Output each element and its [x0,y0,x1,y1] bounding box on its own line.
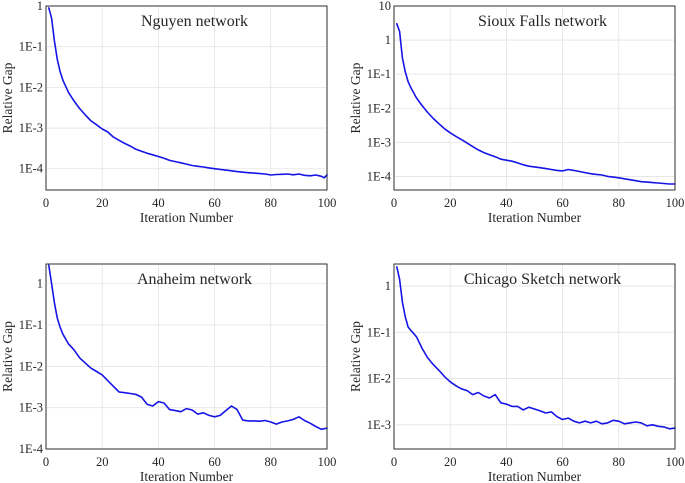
x-tick-label: 100 [666,455,685,469]
x-axis-label: Iteration Number [488,210,582,225]
x-tick-label: 0 [391,196,397,210]
x-axis-label: Iteration Number [140,469,234,483]
y-axis-label: Relative Gap [0,321,15,392]
x-tick-label: 40 [500,196,513,210]
x-tick-label: 40 [152,455,165,469]
y-tick-label: 1E-2 [367,101,391,115]
y-tick-label: 1E-3 [19,401,43,415]
plot-area [45,263,328,450]
x-tick-label: 100 [666,196,685,210]
y-tick-label: 1 [385,33,391,47]
y-tick-label: 10 [379,0,392,13]
chart-title: Sioux Falls network [478,13,607,30]
y-tick-label: 1E-4 [19,442,44,456]
x-tick-label: 80 [613,455,626,469]
axes-frame [45,5,328,191]
x-tick-label: 80 [613,196,626,210]
series-line [47,264,328,431]
y-tick-label: 1E-4 [367,169,392,183]
x-tick-label: 60 [208,196,221,210]
y-tick-label: 1E-1 [19,40,43,54]
panel-anaheim: 0 20 40 60 80 100 1E-4 1E-3 1E-2 1E-1 1 Anaheim net… [0,263,337,483]
series-line [395,22,676,185]
plot-area [393,5,676,191]
chart-title: Chicago Sketch network [464,271,621,288]
x-tick-label: 20 [444,455,457,469]
chart-title: Nguyen network [141,13,248,30]
axes-frame [393,5,676,191]
axes-frame [393,263,676,450]
y-tick-label: 1E-4 [19,162,44,176]
axes-frame [45,263,328,450]
plot-area [45,5,328,191]
y-tick-label: 1E-1 [19,318,43,332]
panel-chicago-sketch: 0 20 40 60 80 100 1E-3 1E-2 1E-1 1 Chicago Sketch … [348,263,685,483]
series-line [395,266,676,430]
y-tick-label: 1E-2 [19,359,43,373]
y-axis-label: Relative Gap [0,62,15,133]
x-tick-label: 60 [556,196,569,210]
y-axis-label: Relative Gap [348,62,363,133]
x-tick-label: 100 [318,455,337,469]
x-tick-label: 20 [96,455,109,469]
y-tick-label: 1 [37,0,43,13]
x-tick-label: 80 [265,455,278,469]
x-axis-label: Iteration Number [488,469,582,483]
x-tick-label: 20 [444,196,457,210]
series-line [47,7,328,179]
x-tick-label: 40 [152,196,165,210]
y-tick-label: 1E-2 [367,372,391,386]
x-tick-label: 60 [556,455,569,469]
x-tick-label: 100 [318,196,337,210]
y-tick-label: 1E-2 [19,80,43,94]
panel-sioux-falls: 0 20 40 60 80 100 1E-4 1E-3 1E-2 1E-1 1 10 Sioux Fal… [348,0,684,225]
y-tick-label: 1E-3 [367,135,391,149]
x-tick-label: 80 [265,196,278,210]
x-tick-label: 40 [500,455,513,469]
y-tick-label: 1E-1 [367,67,391,81]
y-axis-label: Relative Gap [348,321,363,392]
y-tick-label: 1 [385,279,391,293]
x-tick-label: 0 [391,455,397,469]
x-tick-label: 20 [96,196,109,210]
y-tick-label: 1E-1 [367,325,391,339]
panel-nguyen: 0 20 40 60 80 100 1E-4 1E-3 1E-2 1E-1 1 Nguyen netw… [0,0,336,225]
y-tick-label: 1 [37,277,43,291]
x-tick-label: 60 [208,455,221,469]
y-tick-label: 1E-3 [19,121,43,135]
y-tick-label: 1E-3 [367,418,391,432]
x-tick-label: 0 [43,196,49,210]
chart-title: Anaheim network [137,271,252,288]
x-tick-label: 0 [43,455,49,469]
x-axis-label: Iteration Number [140,210,234,225]
plot-area [393,263,676,450]
